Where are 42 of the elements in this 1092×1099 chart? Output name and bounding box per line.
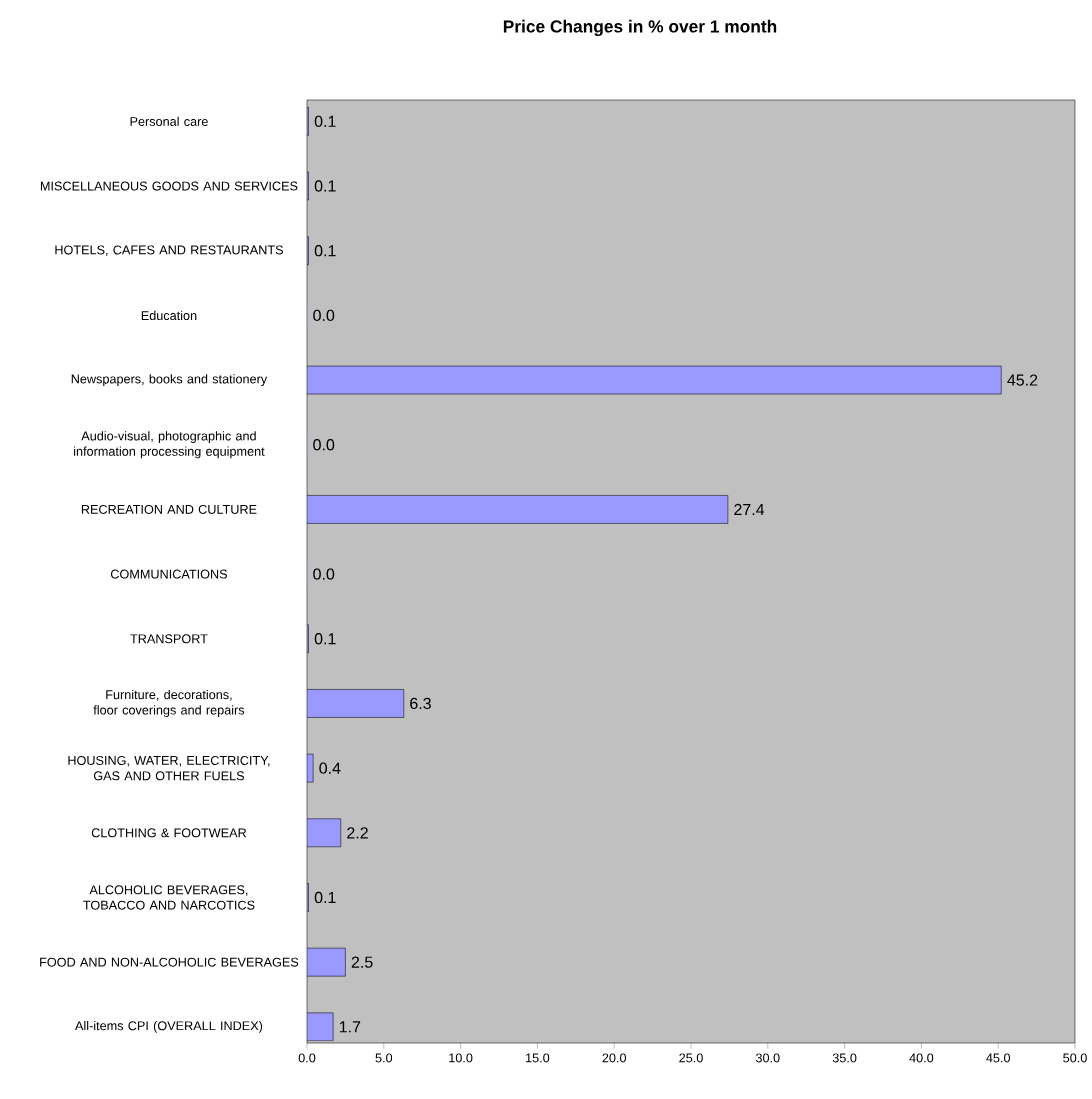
data-label: 45.2 [1007, 374, 1038, 386]
y-tick-label: TRANSPORT [130, 634, 208, 644]
y-tick-label: All-items CPI (OVERALL INDEX) [75, 1020, 263, 1033]
y-tick-label: RECREATION AND CULTURE [82, 504, 257, 514]
data-label: 0.1 [314, 891, 336, 904]
y-tick-label: Education [141, 310, 197, 321]
y-tick-label: Audio-visual, photographic and information processing equipment [74, 431, 265, 459]
x-tick-label: 25.0 [679, 1053, 703, 1063]
data-label: 27.4 [734, 503, 765, 515]
x-tick-label: 5.0 [375, 1053, 393, 1063]
data-label: 0.4 [319, 762, 341, 774]
x-tick-label: 35.0 [832, 1053, 857, 1063]
x-tick-label: 40.0 [909, 1053, 934, 1063]
y-tick-label: HOTELS, CAFES AND RESTAURANTS [55, 245, 284, 256]
y-tick-label: CLOTHING & FOOTWEAR [91, 828, 247, 838]
data-label: 0.1 [314, 115, 336, 127]
chart-title: Price Changes in % over 1 month [504, 19, 777, 37]
data-label: 0.1 [314, 180, 336, 192]
data-label: 0.0 [313, 439, 335, 451]
x-tick-label: 45.0 [986, 1053, 1011, 1063]
y-tick-label: Personal care [130, 116, 208, 126]
data-label: 2.2 [347, 827, 368, 839]
x-tick-label: 10.0 [449, 1053, 473, 1063]
y-tick-label: MISCELLANEOUS GOODS AND SERVICES [41, 181, 298, 191]
y-tick-label: COMMUNICATIONS [111, 569, 228, 579]
data-label: 0.1 [314, 633, 336, 645]
y-tick-label: FOOD AND NON-ALCOHOLIC BEVERAGES [40, 957, 299, 967]
x-tick-label: 0.0 [298, 1053, 316, 1063]
y-tick-label: ALCOHOLIC BEVERAGES, TOBACCO AND NARCOTICS [83, 885, 255, 910]
x-tick-label: 50.0 [1063, 1053, 1087, 1063]
x-tick-label: 20.0 [602, 1053, 627, 1063]
y-tick-label: HOUSING, WATER, ELECTRICITY, GAS AND OTHER FUELS [68, 755, 270, 781]
x-tick-label: 15.0 [526, 1053, 550, 1063]
data-label: 0.0 [313, 309, 335, 322]
data-label: 6.3 [410, 697, 432, 710]
data-label: 2.5 [351, 956, 373, 968]
y-tick-label: Furniture, decorations, floor coverings and repairs [93, 689, 245, 718]
y-tick-label: Newspapers, books and stationery [71, 374, 268, 386]
x-tick-label: 30.0 [756, 1053, 780, 1063]
data-label: 1.7 [340, 1021, 361, 1033]
data-label: 0.0 [313, 568, 335, 580]
data-label: 0.1 [314, 245, 336, 257]
